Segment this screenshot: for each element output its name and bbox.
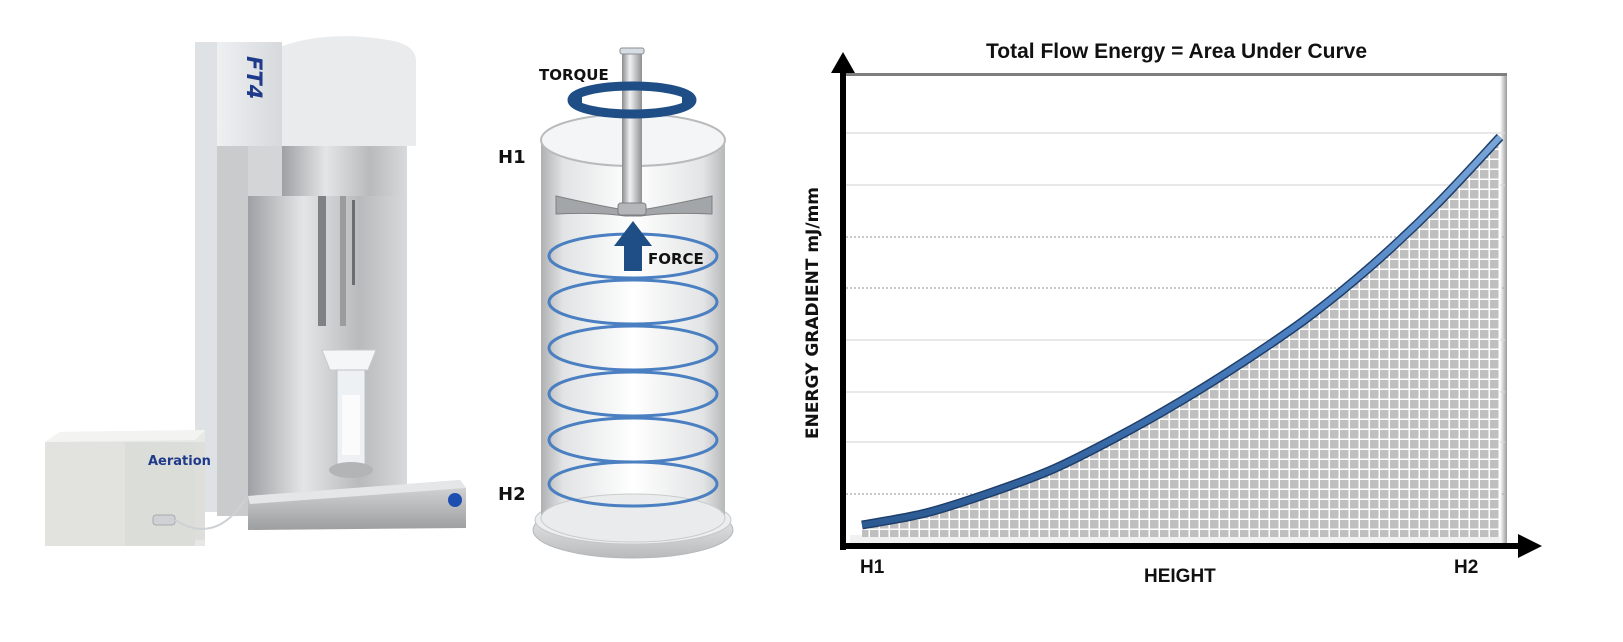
force-label: FORCE <box>648 250 704 268</box>
area-under-curve <box>862 137 1500 537</box>
y-axis-label: ENERGY GRADIENT mJ/mm <box>803 186 823 440</box>
h1-cell-label: H1 <box>498 147 526 168</box>
flow-energy-chart: Total Flow Energy = Area Under Curve ENE… <box>780 0 1623 642</box>
blade-cell-diagram: TORQUE FORCE H1 H2 <box>490 30 750 590</box>
ft4-instrument-illustration: FT4 Aeration <box>0 0 480 642</box>
chart-title: Total Flow Energy = Area Under Curve <box>986 40 1368 63</box>
energy-curve-line <box>861 134 1503 528</box>
h2-cell-label: H2 <box>498 484 526 505</box>
y-axis-arrow-icon <box>831 52 855 73</box>
x-tick-h2: H2 <box>1454 557 1479 578</box>
x-axis-label: HEIGHT <box>1144 566 1216 587</box>
x-axis-arrow-icon <box>1518 534 1542 558</box>
x-tick-h1: H1 <box>860 557 885 578</box>
x-axis-line <box>840 543 1520 549</box>
aeration-label-text: Aeration <box>148 454 211 469</box>
blade-cell-graphic <box>532 47 734 559</box>
ft4-instrument-graphic: FT4 Aeration <box>45 36 466 546</box>
chart-plot-area <box>831 52 1542 558</box>
y-axis-line <box>840 70 846 550</box>
ft4-brand-text: FT4 <box>242 56 266 99</box>
torque-label: TORQUE <box>539 66 609 84</box>
